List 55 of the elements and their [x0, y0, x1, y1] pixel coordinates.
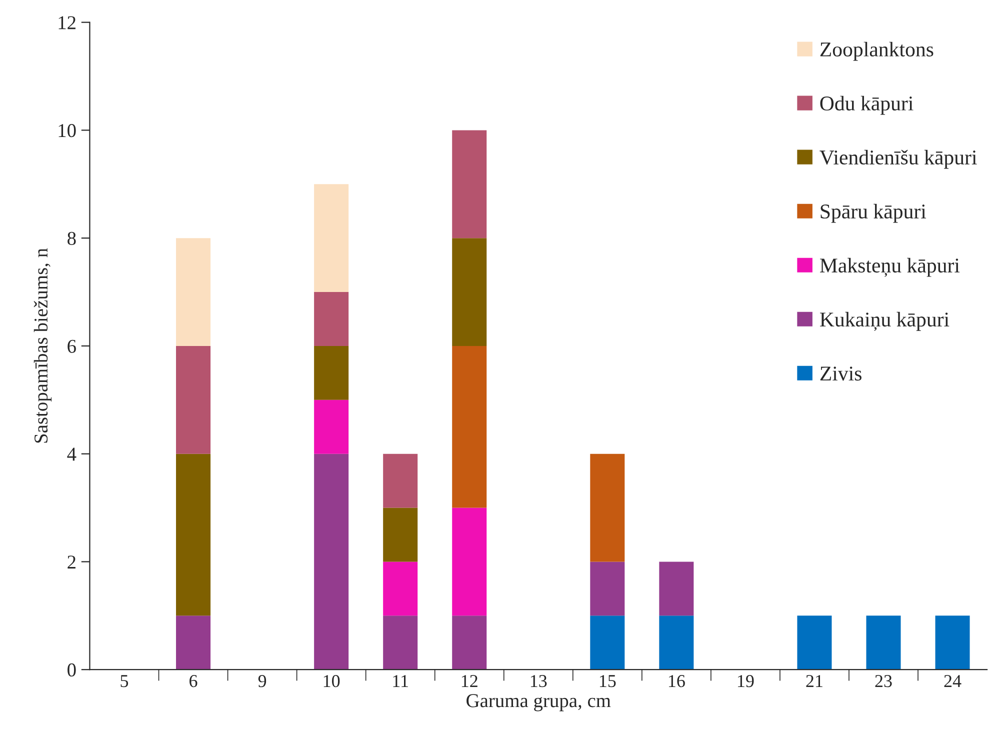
bar	[590, 616, 625, 670]
x-tick-label: 5	[120, 675, 128, 688]
y-tick-label: 6	[68, 340, 76, 353]
bar	[797, 616, 832, 670]
bar	[314, 184, 349, 292]
x-tick-label: 19	[738, 675, 754, 688]
legend-label: Kukaiņu kāpuri	[820, 312, 950, 331]
bar	[590, 454, 625, 562]
legend-label: Spāru kāpuri	[820, 204, 926, 223]
legend-label: Viendienīšu kāpuri	[820, 150, 977, 169]
bar	[176, 616, 211, 670]
legend-label: Zivis	[820, 366, 862, 381]
legend-label: Zooplanktons	[820, 42, 934, 61]
bar	[314, 400, 349, 454]
bar	[383, 562, 418, 616]
bar	[383, 454, 418, 508]
bar	[452, 238, 487, 346]
bar	[176, 346, 211, 454]
bar	[452, 346, 487, 508]
bar	[383, 508, 418, 562]
legend-label: Odu kāpuri	[820, 96, 914, 115]
y-tick-label: 2	[68, 556, 76, 568]
x-tick-label: 23	[875, 675, 892, 688]
x-tick-label: 12	[462, 675, 478, 687]
y-tick-label: 8	[68, 232, 76, 246]
bar	[590, 562, 625, 616]
y-axis-title: Sastopamības biežums, n	[34, 248, 52, 443]
y-tick-label: 0	[68, 663, 76, 677]
legend-label: Maksteņu kāpuri	[820, 258, 960, 277]
x-tick-label: 24	[944, 675, 962, 687]
bar	[452, 616, 487, 670]
y-tick-label: 12	[58, 16, 76, 30]
y-tick-label: 4	[67, 448, 76, 461]
bar	[314, 346, 349, 400]
bar	[176, 454, 211, 616]
y-tick-label: 10	[58, 124, 76, 138]
x-tick-label: 11	[393, 675, 408, 687]
bar	[383, 616, 418, 670]
x-tick-label: 6	[190, 675, 198, 688]
bar	[866, 616, 901, 670]
bar	[659, 562, 694, 616]
x-tick-label: 21	[806, 675, 822, 687]
bar	[314, 454, 349, 670]
x-tick-label: 16	[668, 675, 685, 688]
bar	[452, 130, 487, 238]
bar	[452, 508, 487, 616]
x-axis-title: Garuma grupa, cm	[466, 694, 611, 712]
x-tick-label: 10	[324, 674, 340, 688]
bar	[659, 616, 694, 670]
x-tick-label: 9	[258, 675, 266, 688]
bar	[176, 238, 211, 346]
x-tick-label: 13	[530, 675, 547, 688]
x-tick-label: 15	[600, 675, 616, 688]
bar	[935, 616, 970, 670]
bar	[314, 292, 349, 346]
